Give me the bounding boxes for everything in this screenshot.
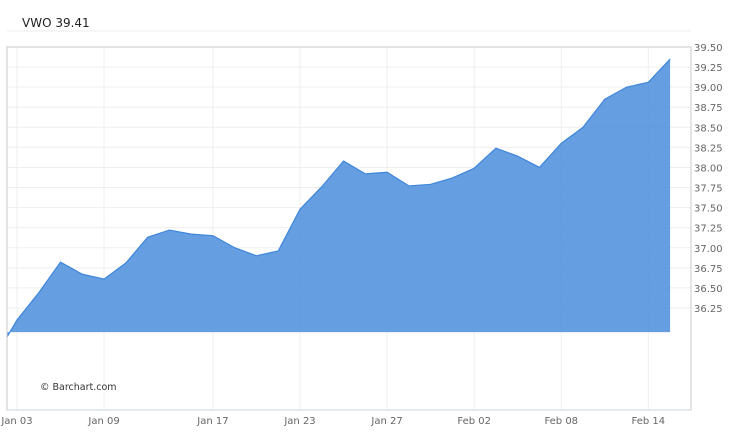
- x-tick-label: Jan 27: [370, 416, 402, 427]
- y-tick-label: 39.25: [694, 63, 723, 74]
- y-tick-label: 37.00: [694, 244, 723, 255]
- y-tick-label: 39.00: [694, 83, 723, 94]
- y-tick-label: 36.25: [694, 304, 723, 315]
- y-tick-label: 37.50: [694, 204, 723, 215]
- area-series: [6, 58, 671, 338]
- y-axis: 39.50 39.25 39.00 38.75 38.50 38.25 38.00 37.75…: [694, 43, 723, 315]
- series-line: [6, 58, 671, 338]
- y-tick-label: 36.50: [694, 284, 723, 295]
- y-tick-label: 37.75: [694, 184, 723, 195]
- credit-label: © Barchart.com: [40, 382, 117, 393]
- x-tick-label: Jan 17: [196, 416, 228, 427]
- x-tick-label: Feb 14: [632, 416, 666, 427]
- y-tick-label: 38.75: [694, 103, 723, 114]
- x-axis: Jan 03 Jan 09 Jan 17 Jan 23 Jan 27 Feb 02 Feb …: [0, 416, 665, 427]
- x-tick-label: Feb 02: [457, 416, 491, 427]
- x-tick-label: Jan 09: [87, 416, 119, 427]
- y-tick-label: 36.75: [694, 264, 723, 275]
- y-tick-label: 39.50: [694, 43, 723, 54]
- x-tick-label: Jan 23: [283, 416, 315, 427]
- x-tick-label: Feb 08: [544, 416, 578, 427]
- y-tick-label: 38.00: [694, 163, 723, 174]
- y-tick-label: 38.25: [694, 143, 723, 154]
- x-tick-label: Jan 03: [0, 416, 32, 427]
- y-tick-label: 38.50: [694, 123, 723, 134]
- y-tick-label: 37.25: [694, 224, 723, 235]
- area-fill: [7, 59, 671, 337]
- chart-title: VWO 39.41: [22, 16, 90, 30]
